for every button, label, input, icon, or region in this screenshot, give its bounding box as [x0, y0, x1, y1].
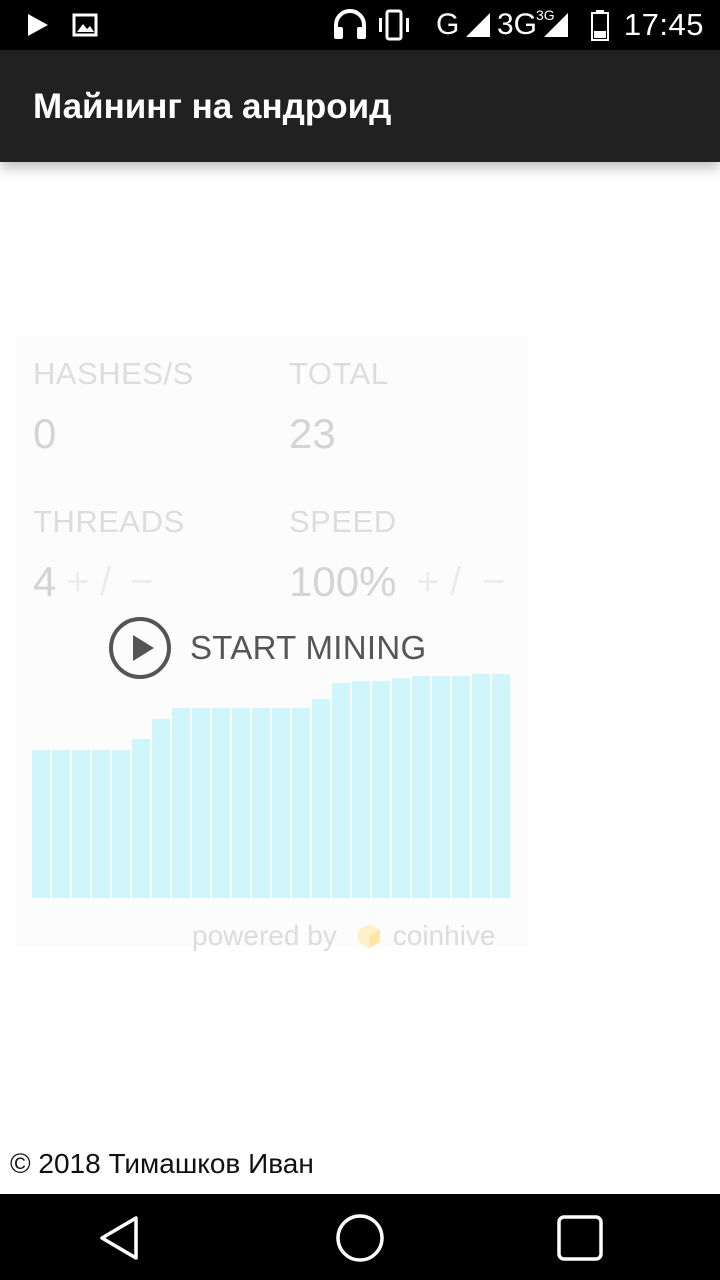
graph-bar — [52, 750, 70, 898]
network-3g-label: 3G — [497, 8, 538, 41]
graph-bar — [432, 676, 450, 898]
start-mining-button[interactable]: START MINING — [108, 616, 426, 680]
graph-bar — [492, 674, 510, 898]
miner-widget: HASHES/S 0 TOTAL 23 THREADS 4 + / − SPEE… — [16, 336, 528, 951]
image-icon — [72, 0, 98, 50]
total-label: TOTAL — [289, 356, 389, 391]
vibrate-icon — [376, 0, 412, 50]
graph-bar — [192, 708, 210, 898]
start-mining-label: START MINING — [190, 629, 427, 666]
threads-separator: / — [100, 560, 112, 604]
powered-by: powered by coinhive — [192, 916, 496, 956]
hashrate-graph — [32, 674, 512, 898]
powered-by-label: powered by — [192, 920, 337, 951]
status-clock: 17:45 — [623, 7, 704, 42]
speed-increase-button[interactable]: + — [416, 560, 440, 604]
graph-bar — [412, 676, 430, 898]
threads-decrease-button[interactable]: − — [130, 560, 154, 604]
graph-bar — [332, 683, 350, 898]
graph-bar — [372, 681, 390, 898]
back-icon[interactable] — [94, 1212, 146, 1264]
graph-bar — [272, 708, 290, 898]
graph-bar — [92, 750, 110, 898]
signal-icon — [462, 0, 492, 50]
graph-bar — [392, 678, 410, 898]
graph-bar — [72, 750, 90, 898]
speed-value: 100% — [289, 558, 397, 605]
coinhive-brand-label[interactable]: coinhive — [392, 920, 496, 951]
recents-icon[interactable] — [554, 1212, 606, 1264]
graph-bar — [112, 750, 130, 898]
graph-bar — [292, 708, 310, 898]
threads-increase-button[interactable]: + — [66, 560, 90, 604]
app-title: Майнинг на андроид — [33, 87, 392, 126]
hashes-value: 0 — [33, 410, 57, 457]
total-value: 23 — [289, 410, 336, 457]
graph-bar — [312, 699, 330, 898]
graph-bar — [32, 750, 50, 898]
graph-bar — [172, 708, 190, 898]
play-circle-icon — [109, 617, 171, 679]
copyright-footer: © 2018 Тимашков Иван — [10, 1148, 314, 1179]
speed-label: SPEED — [289, 504, 397, 539]
network-3g-superscript: 3G — [536, 7, 555, 23]
speed-separator: / — [450, 560, 462, 604]
hashes-label: HASHES/S — [33, 356, 194, 391]
graph-bar — [252, 708, 270, 898]
network-g-label: G — [436, 8, 460, 41]
headphones-icon — [332, 0, 368, 50]
graph-bar — [452, 676, 470, 898]
threads-value: 4 — [33, 558, 57, 605]
graph-bar — [232, 708, 250, 898]
graph-bar — [472, 674, 490, 898]
graph-bar — [212, 708, 230, 898]
graph-bar — [152, 719, 170, 898]
coinhive-logo-icon — [357, 924, 380, 948]
navigation-bar — [0, 1194, 720, 1280]
signal-icon-2 — [540, 0, 570, 50]
home-icon[interactable] — [334, 1212, 386, 1264]
speed-decrease-button[interactable]: − — [482, 560, 506, 604]
play-icon — [24, 0, 50, 50]
battery-icon — [590, 0, 610, 50]
app-bar: Майнинг на андроид — [0, 50, 720, 162]
graph-bar — [352, 681, 370, 898]
threads-label: THREADS — [33, 504, 185, 539]
graph-bar — [132, 739, 150, 898]
status-bar: G 3G 3G 17:45 — [0, 0, 720, 50]
